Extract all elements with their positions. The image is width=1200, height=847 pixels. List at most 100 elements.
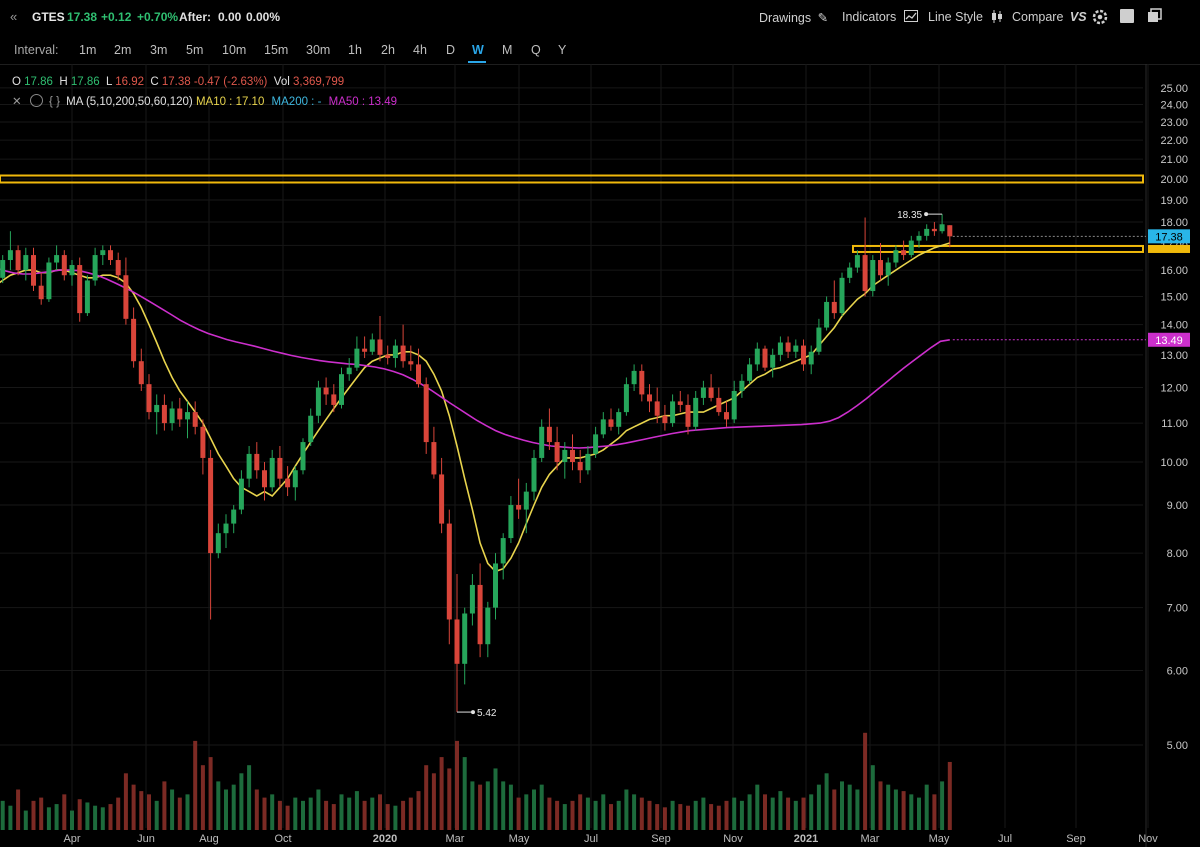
layout-square-icon[interactable] (1120, 9, 1134, 23)
volume-bar (200, 765, 205, 830)
eye-icon[interactable] (29, 94, 43, 107)
interval-d[interactable]: D (446, 43, 456, 57)
candle-body (847, 267, 853, 278)
candle-body (215, 533, 221, 554)
volume-bar (932, 794, 937, 830)
braces-settings-icon[interactable]: { } (49, 96, 60, 108)
candle-body (546, 426, 552, 443)
candle-body (608, 419, 614, 427)
interval-1h[interactable]: 1h (348, 43, 362, 57)
candle-body (38, 285, 44, 300)
candle-body (446, 523, 452, 620)
interval-3m[interactable]: 3m (150, 43, 168, 57)
volume-bar (840, 781, 844, 830)
volume-bar (624, 789, 629, 830)
candle-body (870, 260, 876, 292)
candle-body (61, 255, 67, 276)
candle-body (716, 397, 722, 413)
candle-body (600, 419, 606, 435)
volume-bar (747, 794, 752, 830)
interval-2m[interactable]: 2m (114, 43, 132, 57)
volume-bar (578, 794, 583, 830)
candle-body (54, 255, 60, 263)
volume-bar (917, 797, 921, 830)
compare-button[interactable]: Compare VS (1012, 10, 1087, 24)
volume-bar (116, 797, 121, 830)
candle-body (785, 342, 791, 352)
volume-bar (478, 784, 483, 830)
candle-body (408, 361, 414, 365)
y-tick-label: 20.00 (1160, 174, 1188, 186)
compare-vs-icon: VS (1069, 10, 1087, 24)
top-toolbar: « GTES 17.38 +0.12 +0.70% After: 0.00 0.… (0, 0, 1200, 34)
interval-w[interactable]: W (472, 43, 484, 57)
y-tick-label: 18.00 (1160, 217, 1188, 229)
volume-bar (16, 789, 21, 830)
y-tick-label: 15.00 (1160, 291, 1188, 303)
double-chevron-left-icon[interactable]: « (10, 9, 18, 24)
volume-bar (516, 797, 521, 830)
interval-30m[interactable]: 30m (306, 43, 331, 57)
candle-body (269, 457, 275, 488)
candle-body (7, 250, 13, 261)
y-tick-label: 7.00 (1167, 603, 1188, 615)
symbol-label[interactable]: GTES (32, 10, 65, 24)
y-tick-label: 17.00 (1160, 240, 1188, 252)
close-value: 17.38 (161, 76, 191, 88)
volume-bar (70, 810, 74, 830)
candle-body (916, 235, 922, 241)
interval-4h[interactable]: 4h (413, 43, 427, 57)
interval-1m[interactable]: 1m (79, 43, 97, 57)
candle-body (585, 453, 591, 471)
candle-body (747, 364, 753, 381)
close-study-icon[interactable]: ✕ (12, 96, 22, 108)
drawings-button[interactable]: Drawings ✎ (759, 10, 828, 25)
volume-bar (362, 800, 367, 830)
interval-10m[interactable]: 10m (222, 43, 247, 57)
interval-q[interactable]: Q (531, 43, 541, 57)
candle-body (346, 367, 352, 375)
line-style-button[interactable]: Line Style (928, 10, 1004, 24)
indicators-button[interactable]: Indicators (842, 10, 918, 24)
candle-body (369, 339, 375, 352)
resistance-level-line (0, 174, 1144, 184)
volume-bar (609, 804, 613, 830)
ma-study-name: MA (5,10,200,50,60,120) (66, 96, 193, 108)
candle-body (570, 449, 575, 462)
volume-bar (947, 761, 952, 830)
candle-body (400, 345, 406, 362)
high-marker-dot (924, 212, 929, 217)
candle-body (878, 260, 883, 276)
interval-m[interactable]: M (502, 43, 513, 57)
y-tick-label: 25.00 (1160, 83, 1188, 95)
popout-window-icon[interactable] (1147, 8, 1163, 24)
candle-body (454, 619, 460, 664)
candle-body (647, 394, 652, 402)
candle-body (662, 415, 668, 424)
volume-bar (778, 791, 783, 830)
candle-body (562, 449, 568, 462)
interval-2h[interactable]: 2h (381, 43, 395, 57)
gear-icon[interactable] (1092, 9, 1108, 25)
support-level-line (852, 244, 1144, 253)
volume-bar (354, 791, 359, 830)
volume-bar (93, 805, 98, 830)
interval-5m[interactable]: 5m (186, 43, 204, 57)
volume-bar (431, 773, 436, 830)
candle-body (500, 538, 506, 564)
volume-bar (924, 784, 929, 830)
interval-y[interactable]: Y (558, 43, 567, 57)
candle-body (469, 584, 475, 614)
volume-bar (678, 804, 683, 830)
candle-body (754, 348, 760, 365)
candle-body (169, 408, 175, 424)
interval-15m[interactable]: 15m (264, 43, 289, 57)
volume-bar (616, 800, 621, 830)
x-tick-label: Sep (1066, 833, 1086, 845)
volume-value: 3,369,799 (292, 76, 345, 88)
x-tick-label: 2021 (794, 833, 818, 845)
low-marker-dot (471, 710, 475, 715)
candle-body (254, 453, 260, 471)
candle-body (670, 401, 676, 424)
